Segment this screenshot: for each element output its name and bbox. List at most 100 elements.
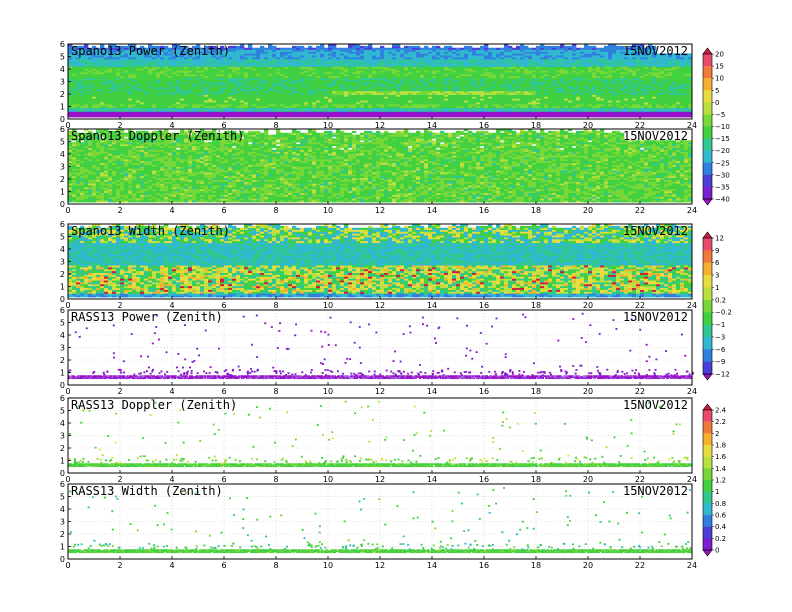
heatmap-cell [324, 72, 328, 74]
heatmap-cell [164, 108, 168, 110]
heatmap-cell [540, 68, 544, 70]
heatmap-cell [248, 106, 252, 108]
heatmap-cell [496, 72, 500, 74]
heatmap-cell [240, 68, 244, 70]
heatmap-cell [572, 108, 576, 110]
heatmap-cell [180, 108, 184, 110]
heatmap-cell [124, 102, 128, 104]
heatmap-cell [540, 112, 544, 114]
heatmap-cell [108, 87, 112, 89]
heatmap-cell [156, 108, 160, 110]
heatmap-cell [400, 72, 404, 74]
heatmap-cell [512, 110, 516, 112]
heatmap-cell [548, 110, 552, 112]
heatmap-cell [200, 85, 204, 87]
heatmap-cell [504, 53, 508, 55]
heatmap-cell [88, 93, 92, 95]
heatmap-cell [352, 95, 356, 97]
heatmap-cell [284, 76, 288, 78]
heatmap-cell [552, 63, 556, 65]
heatmap-cell [408, 76, 412, 78]
heatmap-cell [364, 74, 368, 76]
heatmap-cell [208, 104, 212, 106]
heatmap-cell [184, 72, 188, 74]
heatmap-cell [528, 68, 532, 70]
heatmap-cell [336, 59, 340, 61]
heatmap-cell [516, 95, 520, 97]
heatmap-cell [416, 48, 420, 50]
heatmap-cell [532, 63, 536, 65]
heatmap-cell [272, 98, 276, 100]
heatmap-cell [176, 108, 180, 110]
heatmap-cell [68, 63, 72, 65]
heatmap-cell [520, 98, 524, 100]
heatmap-cell [460, 97, 464, 99]
heatmap-cell [576, 67, 580, 69]
heatmap-cell [444, 98, 448, 100]
heatmap-cell [588, 93, 592, 95]
heatmap-cell [128, 110, 132, 112]
heatmap-cell [168, 68, 172, 70]
heatmap-cell [436, 113, 440, 115]
heatmap-cell [396, 113, 400, 115]
heatmap-cell [336, 113, 340, 115]
heatmap-cell [316, 91, 320, 93]
heatmap-cell [248, 76, 252, 78]
heatmap-cell [528, 76, 532, 78]
heatmap-cell [280, 83, 284, 85]
heatmap-cell [496, 98, 500, 100]
heatmap-cell [332, 106, 336, 108]
heatmap-cell [216, 85, 220, 87]
heatmap-cell [368, 102, 372, 104]
heatmap-cell [388, 95, 392, 97]
heatmap-cell [360, 102, 364, 104]
heatmap-cell [320, 87, 324, 89]
heatmap-cell [92, 89, 96, 91]
heatmap-cell [460, 93, 464, 95]
heatmap-cell [164, 59, 168, 61]
heatmap-cell [284, 102, 288, 104]
heatmap-cell [448, 78, 452, 80]
heatmap-cell [256, 72, 260, 74]
heatmap-cell [164, 63, 168, 65]
heatmap-cell [268, 59, 272, 61]
heatmap-cell [556, 112, 560, 114]
heatmap-cell [368, 78, 372, 80]
heatmap-cell [492, 89, 496, 91]
heatmap-cell [452, 89, 456, 91]
heatmap-cell [104, 70, 108, 72]
heatmap-cell [460, 108, 464, 110]
heatmap-cell [436, 104, 440, 106]
heatmap-cell [372, 115, 376, 117]
heatmap-cell [132, 74, 136, 76]
heatmap-cell [348, 102, 352, 104]
heatmap-cell [464, 55, 468, 57]
heatmap-cell [168, 98, 172, 100]
heatmap-cell [212, 112, 216, 114]
heatmap-cell [172, 72, 176, 74]
heatmap-cell [460, 65, 464, 67]
heatmap-cell [516, 48, 520, 50]
heatmap-cell [440, 108, 444, 110]
heatmap-cell [344, 57, 348, 59]
heatmap-cell [528, 65, 532, 67]
heatmap-cell [312, 102, 316, 104]
heatmap-cell [464, 59, 468, 61]
heatmap-cell [180, 63, 184, 65]
heatmap-cell [504, 89, 508, 91]
heatmap-cell [248, 67, 252, 69]
heatmap-cell [572, 106, 576, 108]
heatmap-cell [280, 115, 284, 117]
heatmap-cell [164, 100, 168, 102]
heatmap-cell [420, 63, 424, 65]
heatmap-cell [496, 106, 500, 108]
heatmap-cell [396, 82, 400, 84]
heatmap-cell [128, 63, 132, 65]
heatmap-cell [580, 93, 584, 95]
heatmap-cell [364, 46, 368, 48]
heatmap-cell [488, 78, 492, 80]
heatmap-cell [452, 110, 456, 112]
heatmap-cell [292, 112, 296, 114]
heatmap-cell [108, 93, 112, 95]
heatmap-cell [304, 55, 308, 57]
